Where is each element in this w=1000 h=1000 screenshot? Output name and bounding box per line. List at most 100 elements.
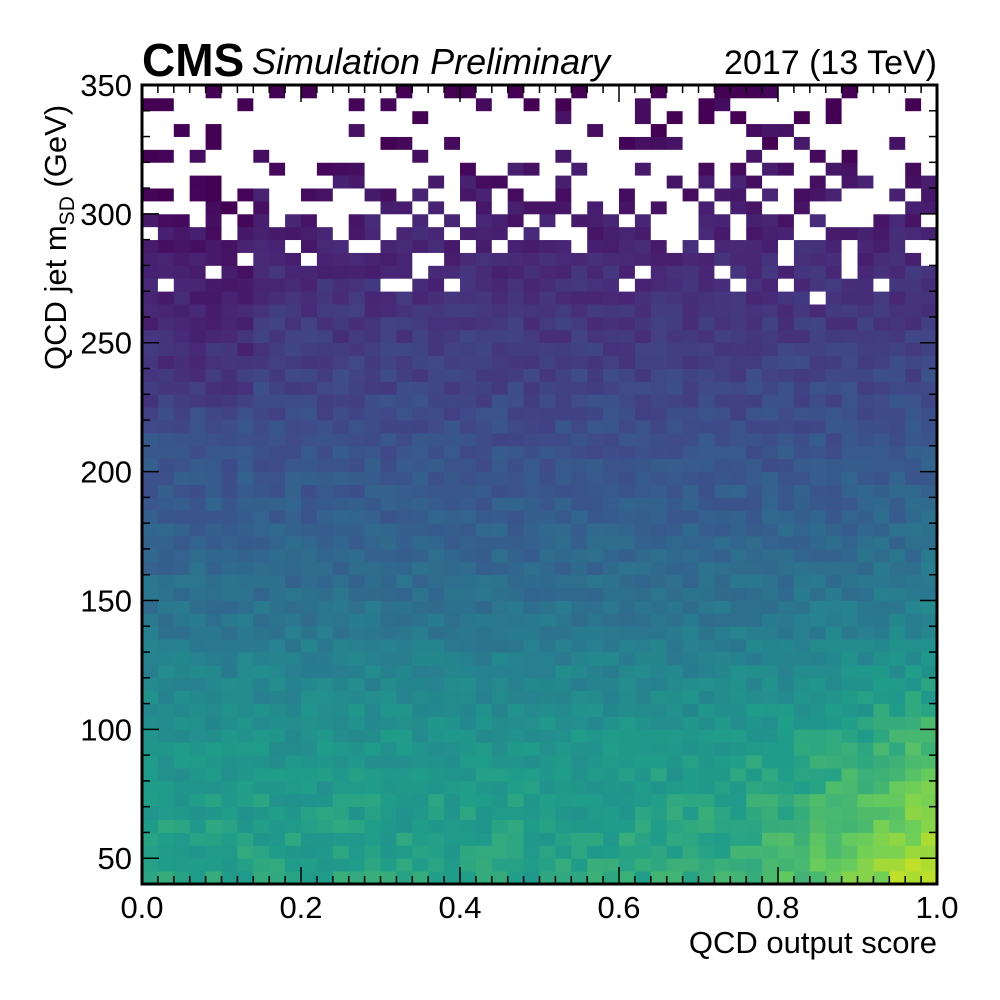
heatmap-cell — [460, 265, 477, 279]
heatmap-cell — [285, 175, 302, 189]
heatmap-cell — [157, 871, 175, 885]
heatmap-cell — [157, 304, 175, 318]
heatmap-cell — [746, 252, 763, 266]
heatmap-cell — [746, 755, 763, 769]
heatmap-cell — [889, 600, 906, 614]
heatmap-cell — [905, 471, 922, 485]
heatmap-cell — [746, 226, 763, 241]
heatmap-cell — [475, 548, 493, 563]
heatmap-cell — [650, 548, 668, 563]
heatmap-cell — [762, 845, 779, 859]
lumi-label: 2017 (13 TeV) — [724, 44, 937, 82]
heatmap-cell — [221, 780, 238, 795]
heatmap-cell — [619, 561, 636, 576]
heatmap-cell — [380, 445, 397, 460]
heatmap-cell — [793, 664, 811, 679]
heatmap-cell — [619, 664, 636, 679]
heatmap-cell — [444, 188, 461, 202]
heatmap-cell — [189, 574, 206, 588]
heatmap-cell — [698, 832, 715, 846]
heatmap-cell — [666, 304, 683, 318]
heatmap-cell — [269, 742, 286, 756]
heatmap-cell — [619, 729, 636, 743]
heatmap-cell — [491, 213, 509, 228]
heatmap-cell — [889, 394, 906, 408]
heatmap-cell — [762, 213, 779, 228]
heatmap-cell — [793, 574, 811, 588]
heatmap-cell — [173, 445, 191, 460]
heatmap-cell — [921, 394, 938, 408]
heatmap-cell — [237, 291, 254, 305]
heatmap-cell — [396, 97, 413, 112]
heatmap-cell — [555, 123, 572, 137]
heatmap-cell — [316, 523, 334, 537]
heatmap-cell — [380, 561, 397, 576]
heatmap-cell — [921, 819, 938, 833]
heatmap-cell — [507, 213, 524, 228]
heatmap-cell — [539, 755, 556, 769]
heatmap-cell — [793, 226, 811, 241]
heatmap-cell — [825, 561, 842, 576]
heatmap-cell — [523, 832, 540, 846]
heatmap-cell — [714, 703, 731, 717]
heatmap-cell — [714, 587, 731, 601]
heatmap-cell — [491, 561, 509, 576]
heatmap-cell — [285, 793, 302, 808]
heatmap-cell — [253, 123, 270, 137]
heatmap-cell — [603, 123, 620, 137]
heatmap-cell — [301, 755, 318, 769]
heatmap-cell — [889, 768, 906, 782]
heatmap-cell — [460, 226, 477, 241]
y-tick-label: 250 — [80, 326, 132, 361]
heatmap-cell — [889, 200, 906, 215]
heatmap-cell — [714, 200, 731, 215]
heatmap-cell — [555, 420, 572, 434]
heatmap-cell — [301, 613, 318, 627]
heatmap-cell — [523, 239, 540, 253]
heatmap-cell — [905, 342, 922, 357]
heatmap-cell — [666, 394, 683, 408]
heatmap-cell — [873, 407, 890, 421]
heatmap-cell — [285, 239, 302, 253]
heatmap-cell — [189, 626, 206, 640]
heatmap-cell — [221, 742, 238, 756]
heatmap-cell — [889, 677, 906, 692]
heatmap-cell — [634, 536, 652, 550]
heatmap-cell — [205, 97, 222, 112]
heatmap-cell — [444, 548, 461, 563]
heatmap-cell — [778, 548, 795, 563]
heatmap-cell — [873, 445, 890, 460]
heatmap-cell — [396, 755, 413, 769]
heatmap-cell — [173, 652, 191, 666]
heatmap-cell — [332, 806, 350, 820]
heatmap-cell — [857, 458, 874, 473]
heatmap-cell — [634, 819, 652, 833]
heatmap-cell — [475, 613, 493, 627]
heatmap-cell — [539, 626, 556, 640]
heatmap-cell — [285, 213, 302, 228]
heatmap-cell — [444, 536, 461, 550]
heatmap-cell — [698, 548, 715, 563]
heatmap-cell — [793, 329, 811, 344]
heatmap-cell — [682, 806, 699, 820]
heatmap-cell — [523, 742, 540, 756]
heatmap-cell — [762, 613, 779, 627]
heatmap-cell — [444, 871, 461, 885]
heatmap-cell — [507, 188, 524, 202]
heatmap-cell — [571, 768, 588, 782]
heatmap-cell — [221, 832, 238, 846]
heatmap-cell — [539, 420, 556, 434]
heatmap-cell — [714, 355, 731, 369]
heatmap-cell — [316, 136, 334, 150]
heatmap-cell — [714, 136, 731, 150]
heatmap-cell — [237, 123, 254, 137]
heatmap-cell — [189, 703, 206, 717]
heatmap-cell — [332, 97, 350, 112]
heatmap-cell — [491, 188, 509, 202]
heatmap-cell — [173, 780, 191, 795]
heatmap-cell — [507, 123, 524, 137]
heatmap-cell — [475, 716, 493, 730]
heatmap-cell — [412, 613, 429, 627]
heatmap-cell — [778, 149, 795, 163]
heatmap-cell — [825, 278, 842, 292]
